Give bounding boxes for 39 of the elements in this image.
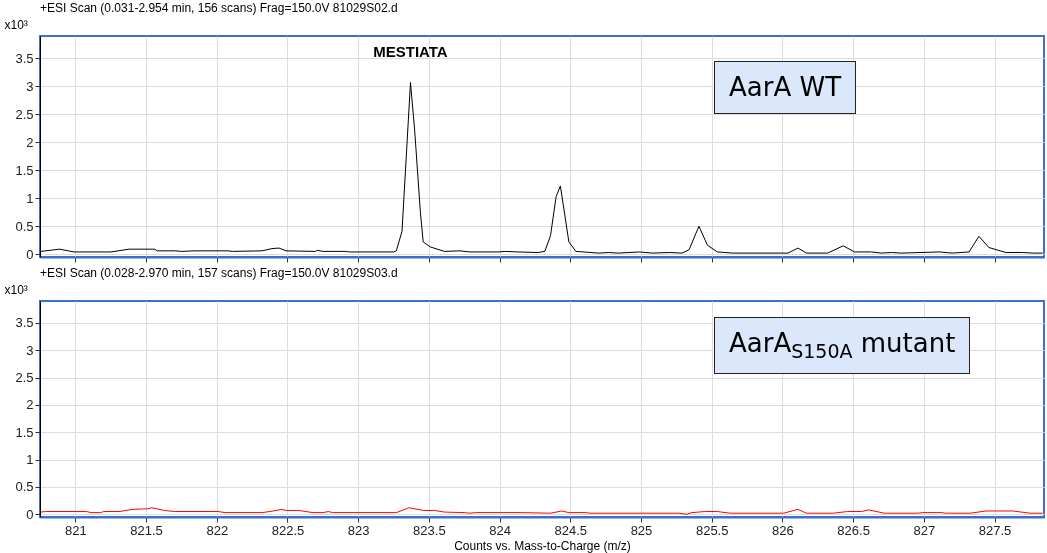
y-tick-label: 0.5 — [15, 479, 34, 495]
annotation: MESTIATA — [373, 43, 448, 61]
x-tick-label: 826.5 — [837, 522, 870, 538]
y-axis-title: x10³ — [4, 17, 28, 32]
x-tick-label: 822 — [206, 522, 229, 538]
x-tick-label: 827.5 — [978, 522, 1012, 538]
line-series — [40, 507, 1044, 515]
x-tick-label: 827 — [913, 522, 936, 538]
x-tick-label: 824.5 — [554, 522, 588, 538]
y-tick-label: 3 — [26, 342, 34, 358]
y-tick-label: 1.5 — [15, 424, 34, 440]
x-tick-label: 824 — [489, 522, 511, 538]
x-axis-title: Counts vs. Mass-to-Charge (m/z) — [454, 538, 631, 553]
x-tick-label: 823.5 — [413, 522, 446, 538]
y-tick-label: 3 — [26, 78, 34, 94]
chart-title: +ESI Scan (0.028-2.970 min, 157 scans) Frag=150.0V 81029S03.d — [40, 266, 398, 280]
x-tick-label: 821 — [65, 522, 87, 538]
y-tick-label: 2 — [26, 134, 34, 150]
y-axis-title: x10³ — [4, 282, 28, 297]
chart-title: +ESI Scan (0.031-2.954 min, 156 scans) Frag=150.0V 81029S02.d — [40, 1, 398, 15]
y-tick-label: 1 — [26, 452, 34, 468]
y-tick-label: 0.5 — [15, 218, 34, 234]
y-tick-label: 3.5 — [15, 50, 34, 66]
y-tick-label: 0 — [26, 506, 34, 522]
y-tick-label: 2.5 — [15, 106, 34, 122]
annotation: AarA$_{S150A}$ mutant — [714, 317, 971, 374]
y-tick-label: 1 — [26, 190, 34, 206]
x-tick-label: 826 — [772, 522, 794, 538]
y-tick-label: 0 — [26, 246, 34, 262]
y-tick-label: 2.5 — [15, 370, 34, 386]
y-tick-label: 1.5 — [15, 162, 34, 178]
x-tick-label: 825 — [630, 522, 653, 538]
x-tick-label: 822.5 — [271, 522, 305, 538]
x-tick-label: 823 — [347, 522, 370, 538]
x-tick-label: 821.5 — [130, 522, 163, 538]
annotation: AarA WT — [714, 61, 857, 115]
y-tick-label: 3.5 — [15, 315, 34, 331]
y-tick-label: 2 — [26, 397, 34, 413]
x-tick-label: 825.5 — [695, 522, 729, 538]
